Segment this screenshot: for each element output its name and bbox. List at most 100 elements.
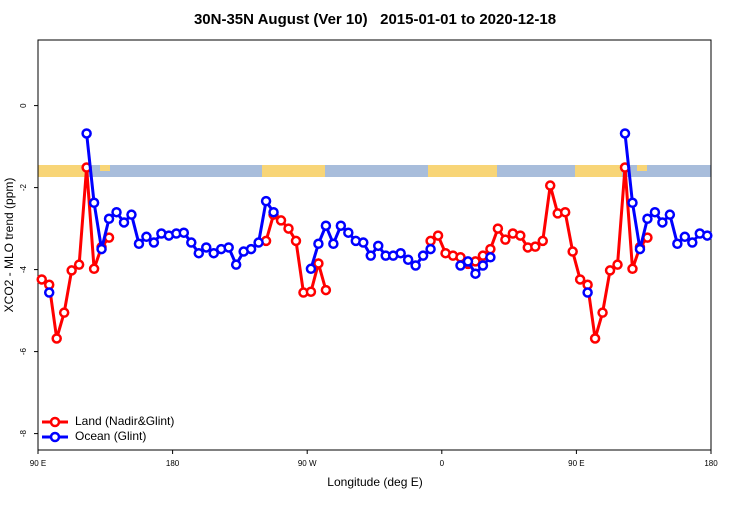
data-point (81, 128, 92, 139)
y-tick-label: -8 (19, 429, 28, 437)
data-point (544, 180, 556, 191)
data-point (485, 243, 496, 255)
data-point (193, 247, 205, 259)
data-point (320, 284, 332, 296)
x-tick-label: 90 W (298, 459, 317, 468)
data-point (402, 254, 414, 266)
data-point (343, 227, 354, 238)
data-point (657, 217, 668, 228)
data-point (141, 231, 152, 243)
data-point (320, 220, 332, 231)
chart-title: 30N-35N August (Ver 10) 2015-01-01 to 20… (194, 11, 556, 28)
series-line (40, 167, 649, 339)
data-point (96, 243, 107, 255)
data-point (223, 242, 234, 253)
x-tick-label: 180 (704, 459, 718, 468)
data-point (672, 238, 683, 250)
data-point (470, 268, 481, 279)
data-point (462, 256, 474, 267)
legend-label: Ocean (Glint) (75, 429, 146, 443)
data-point (66, 265, 77, 276)
data-point (417, 250, 429, 261)
data-point (627, 197, 638, 209)
data-point (537, 235, 548, 247)
x-tick-label: 90 E (30, 459, 46, 468)
data-point (88, 197, 100, 209)
data-point (305, 286, 317, 297)
data-point (574, 274, 586, 285)
data-point (275, 215, 287, 226)
data-point (642, 213, 653, 225)
data-point (649, 206, 661, 218)
data-point (305, 263, 317, 275)
data-point (582, 287, 593, 298)
data-point (410, 260, 421, 271)
legend-marker (49, 416, 61, 428)
data-point (148, 237, 160, 248)
data-point (358, 237, 369, 248)
data-point (664, 209, 676, 220)
data-point (515, 230, 526, 241)
data-point (687, 237, 698, 248)
data-point (253, 237, 264, 248)
data-point (559, 206, 571, 218)
data-point (208, 247, 219, 259)
data-point (133, 238, 145, 250)
data-point (290, 235, 302, 247)
data-point (260, 195, 272, 207)
data-point (679, 231, 691, 243)
data-point (634, 243, 646, 255)
data-point (365, 250, 377, 261)
data-point (372, 240, 384, 252)
y-tick-label: -2 (19, 183, 28, 191)
data-point (103, 213, 115, 225)
data-point (178, 227, 190, 238)
data-point (530, 241, 541, 252)
y-tick-label: -6 (19, 347, 28, 355)
data-point (268, 206, 279, 218)
data-point (58, 307, 70, 318)
data-point (395, 247, 406, 259)
data-point (186, 237, 197, 248)
data-point (230, 259, 242, 270)
data-point (500, 234, 511, 245)
data-point (201, 242, 212, 253)
data-point (425, 235, 436, 247)
data-point (73, 259, 85, 270)
data-point (612, 259, 623, 270)
x-tick-label: 180 (166, 459, 180, 468)
y-axis-label: XCO2 - MLO trend (ppm) (2, 178, 16, 313)
data-point (328, 238, 339, 250)
data-point (313, 238, 324, 250)
data-point (313, 258, 324, 269)
data-point (425, 243, 436, 255)
data-point (627, 263, 638, 275)
data-point (432, 230, 444, 241)
x-tick-label: 0 (440, 459, 445, 468)
data-point (455, 260, 466, 271)
data-point (597, 307, 608, 318)
data-point (51, 333, 62, 344)
data-point (485, 252, 496, 263)
data-point (335, 220, 347, 231)
data-point (88, 263, 100, 275)
data-point (619, 128, 631, 139)
data-point (118, 217, 130, 228)
legend-label: Land (Nadir&Glint) (75, 414, 174, 428)
x-axis-label: Longitude (deg E) (327, 475, 422, 489)
data-point (36, 274, 47, 285)
data-point (283, 223, 294, 234)
data-point (702, 230, 713, 241)
plot-frame (37, 39, 712, 451)
land-mask-strip (38, 165, 711, 177)
y-tick-label: 0 (19, 103, 28, 108)
data-point (567, 246, 578, 257)
data-point (492, 223, 504, 234)
data-point (43, 287, 55, 298)
data-point (126, 209, 137, 220)
y-tick-label: -4 (19, 265, 28, 273)
legend-marker (49, 431, 61, 443)
data-point (589, 333, 601, 344)
data-point (245, 243, 257, 255)
